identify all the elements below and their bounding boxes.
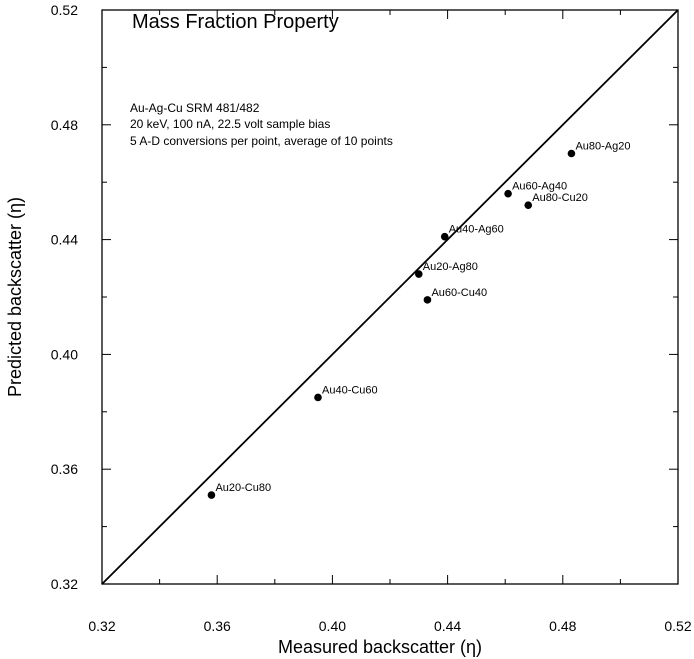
y-tick-label: 0.40 [51,346,78,362]
chart-title: Mass Fraction Property [132,11,339,33]
data-point [504,189,512,198]
y-tick-label: 0.52 [51,2,78,18]
data-point [423,296,432,304]
x-tick-label: 0.48 [549,618,576,634]
data-point [207,491,216,499]
annotation-line-1: Au-Ag-Cu SRM 481/482 [130,101,260,115]
y-tick-label: 0.32 [51,576,78,592]
data-point [415,270,423,278]
annotation-line-3: 5 A-D conversions per point, average of … [130,134,393,148]
x-tick-label: 0.44 [434,618,461,634]
data-points: Au20-Cu80 Au40-Cu60 Au20-Ag80 Au60-Cu40 Au40… [207,141,630,499]
data-point-label: Au20-Ag80 [423,261,478,273]
data-point [314,393,322,402]
data-point [567,149,576,158]
data-point-label: Au40-Cu60 [322,384,378,396]
data-point-label: Au80-Cu20 [532,192,588,204]
axis-ticks [101,9,679,585]
y-axis-tick-labels: 0.32 0.36 0.40 0.44 0.48 0.52 [51,2,78,592]
data-point-label: Au20-Cu80 [215,482,271,494]
annotation-line-2: 20 keV, 100 nA, 22.5 volt sample bias [130,117,330,131]
identity-reference-line [101,9,679,585]
x-tick-label: 0.52 [664,618,691,634]
data-point-label: Au60-Cu40 [431,287,487,299]
x-axis-tick-labels: 0.32 0.36 0.40 0.44 0.48 0.52 [88,618,691,634]
data-point [440,232,449,241]
data-point-label: Au80-Ag20 [575,141,630,153]
x-tick-label: 0.36 [204,618,231,634]
x-tick-label: 0.32 [88,618,115,634]
x-tick-label: 0.40 [319,618,346,634]
y-tick-label: 0.44 [51,232,78,248]
y-tick-label: 0.48 [51,117,78,133]
data-point [524,201,533,209]
y-tick-label: 0.36 [51,461,78,477]
data-point-label: Au40-Ag60 [449,224,504,236]
x-axis-title: Measured backscatter (η) [278,637,482,657]
y-axis-title: Predicted backscatter (η) [5,197,25,397]
data-point-label: Au60-Ag40 [512,181,567,193]
